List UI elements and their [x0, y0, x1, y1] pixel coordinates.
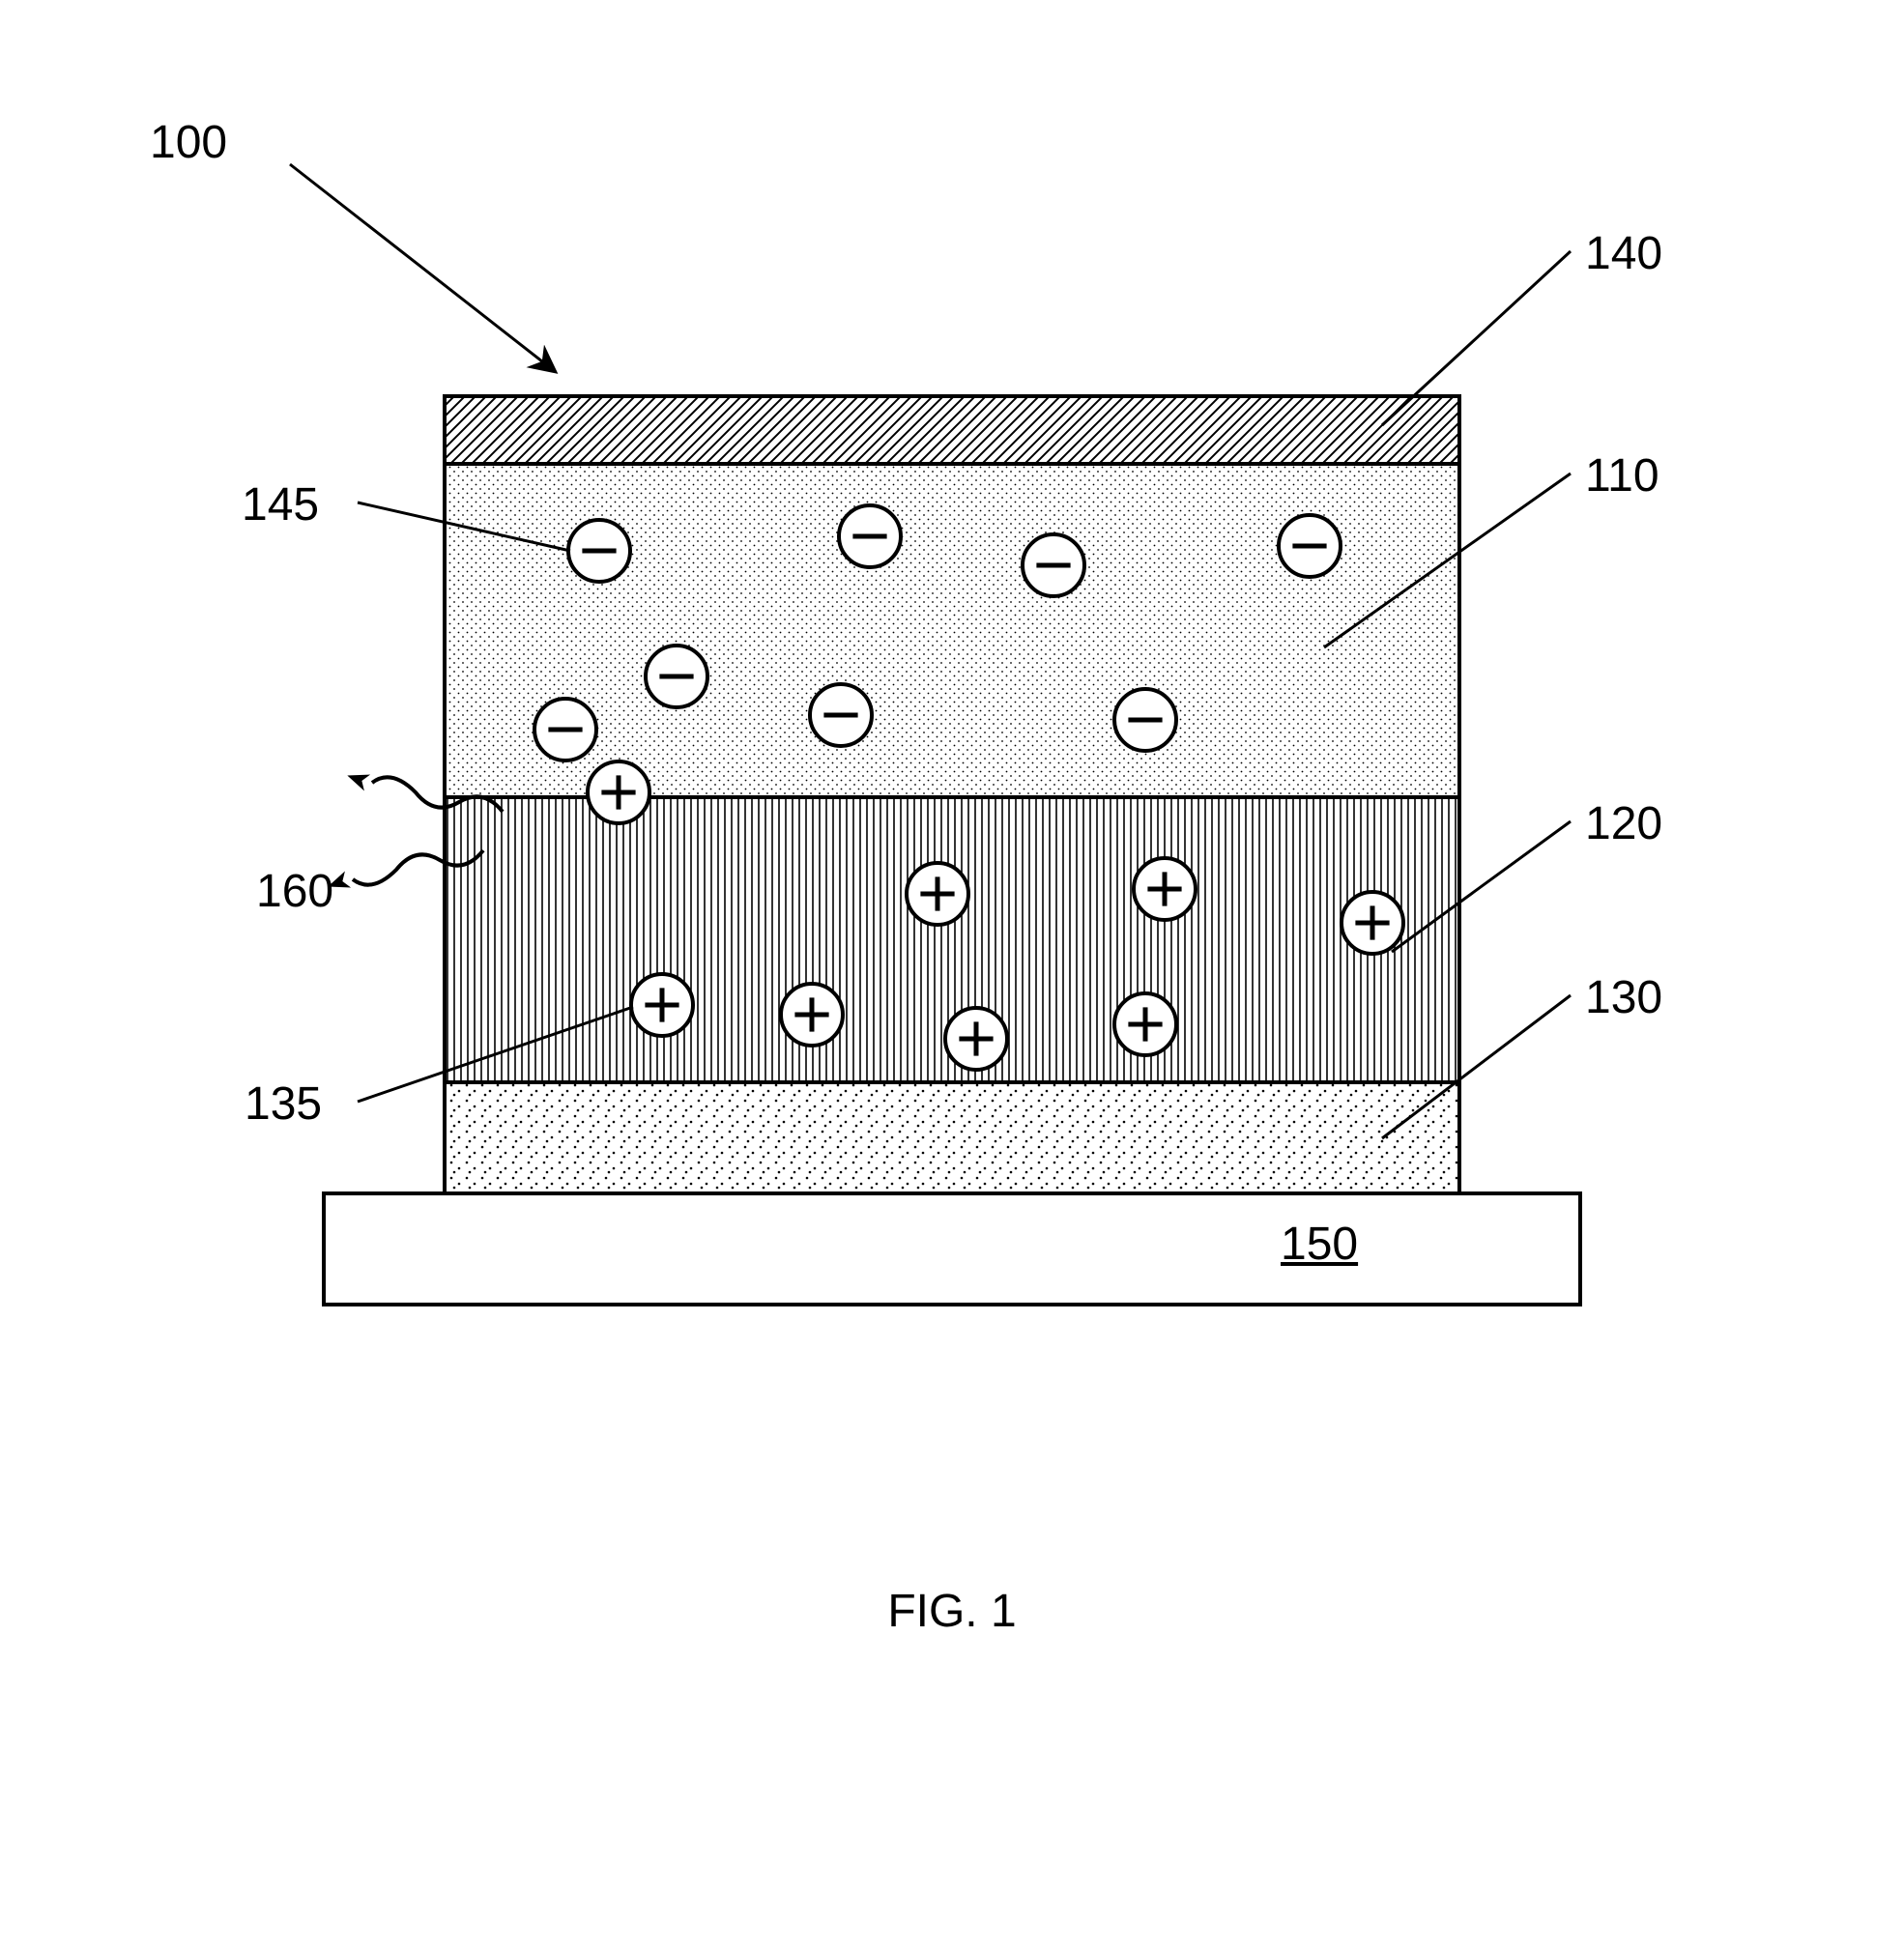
leader-line	[290, 164, 556, 372]
ref-label-110: 110	[1585, 449, 1659, 502]
hole-icon	[1114, 993, 1176, 1055]
ref-label-135: 135	[245, 1077, 322, 1131]
ref-label-100: 100	[150, 116, 227, 169]
layer-130	[445, 1082, 1459, 1193]
layer-140	[445, 396, 1459, 464]
electron-icon	[810, 684, 872, 746]
ref-label-150: 150	[1281, 1218, 1358, 1271]
device-substrate	[324, 1193, 1580, 1305]
layer-150	[324, 1193, 1580, 1305]
hole-icon	[781, 984, 843, 1046]
electron-icon	[839, 505, 901, 567]
hole-icon	[588, 761, 649, 823]
hole-icon	[1341, 892, 1403, 954]
hole-icon	[907, 863, 968, 925]
ref-label-120: 120	[1585, 797, 1662, 850]
electron-icon	[1279, 515, 1341, 577]
electron-icon	[1023, 534, 1084, 596]
electron-icon	[534, 699, 596, 761]
electron-icon	[568, 520, 630, 582]
electron-icon	[646, 646, 707, 707]
ref-label-130: 130	[1585, 971, 1662, 1024]
ref-label-140: 140	[1585, 227, 1662, 280]
hole-icon	[631, 974, 693, 1036]
wave-arrowhead-icon	[344, 767, 370, 790]
ref-label-160: 160	[256, 865, 333, 918]
electron-icon	[1114, 689, 1176, 751]
hole-icon	[1134, 858, 1196, 920]
hole-icon	[945, 1008, 1007, 1070]
ref-label-145: 145	[242, 478, 319, 531]
leader-line	[1382, 251, 1571, 425]
figure-caption: FIG. 1	[0, 1585, 1904, 1638]
